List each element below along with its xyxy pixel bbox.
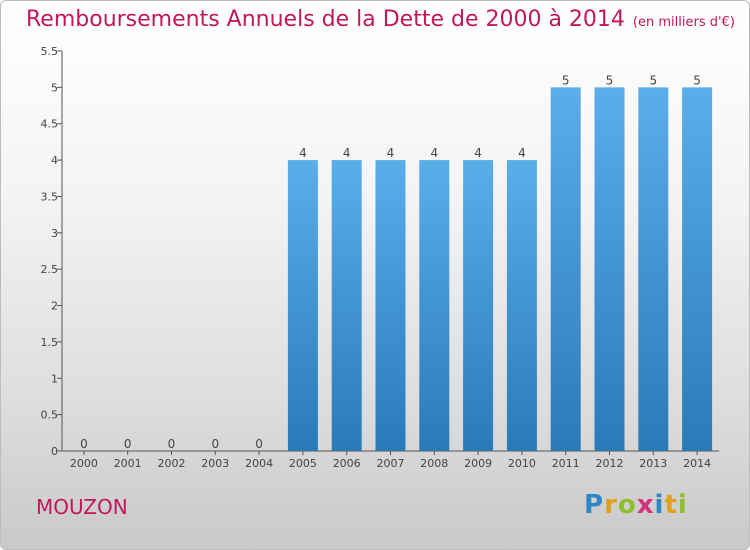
data-label: 4 — [299, 146, 307, 160]
y-tick-label: 0.5 — [41, 409, 59, 422]
data-label: 4 — [430, 146, 438, 160]
x-tick-label: 2008 — [420, 457, 448, 470]
y-tick-label: 3.5 — [41, 190, 59, 203]
x-tick-label: 2007 — [377, 457, 405, 470]
data-label: 5 — [649, 73, 657, 87]
x-tick-label: 2002 — [158, 457, 186, 470]
bars — [287, 87, 713, 451]
x-tick-label: 2009 — [464, 457, 492, 470]
x-tick-label: 2011 — [552, 457, 580, 470]
bar — [463, 160, 494, 451]
x-tick-label: 2013 — [639, 457, 667, 470]
bar — [375, 160, 406, 451]
y-tick-label: 0 — [51, 445, 58, 458]
chart-title-text: Remboursements Annuels de la Dette de 20… — [26, 7, 625, 32]
bar — [419, 160, 450, 451]
y-tick-label: 5 — [51, 81, 58, 94]
x-tick-label: 2006 — [333, 457, 361, 470]
y-tick-label: 2.5 — [41, 263, 59, 276]
axes: 0 0.5 1 1.5 2 2.5 3 3.5 4 4.5 5 5.5 — [41, 45, 719, 458]
y-tick-label: 2 — [51, 300, 58, 313]
y-tick-label: 5.5 — [41, 45, 59, 58]
data-label: 4 — [387, 146, 395, 160]
proxiti-logo: Proxiti — [584, 490, 688, 520]
bar — [550, 87, 581, 451]
y-tick-label: 1.5 — [41, 336, 59, 349]
data-label: 0 — [124, 437, 132, 451]
bar — [287, 160, 318, 451]
y-tick-label: 1 — [51, 372, 58, 385]
data-label: 5 — [693, 73, 701, 87]
labels: 2000 0 2001 0 2002 0 2003 0 2004 0 2005 4 2006 4 2007 4… — [70, 73, 711, 470]
chart-unit: (en milliers d'€) — [632, 15, 735, 30]
x-tick-label: 2001 — [114, 457, 142, 470]
bar — [682, 87, 713, 451]
x-tick-label: 2000 — [70, 457, 98, 470]
x-tick-label: 2012 — [596, 457, 624, 470]
data-label: 0 — [80, 437, 88, 451]
chart-title: Remboursements Annuels de la Dette de 20… — [26, 7, 735, 32]
data-label: 4 — [474, 146, 482, 160]
bar — [331, 160, 362, 451]
x-tick-label: 2003 — [201, 457, 229, 470]
bar — [594, 87, 625, 451]
x-tick-label: 2005 — [289, 457, 317, 470]
y-tick-label: 4 — [51, 154, 58, 167]
y-tick-label: 3 — [51, 227, 58, 240]
data-label: 0 — [168, 437, 176, 451]
bar — [638, 87, 669, 451]
data-label: 5 — [606, 73, 614, 87]
data-label: 0 — [255, 437, 263, 451]
x-tick-label: 2010 — [508, 457, 536, 470]
data-label: 4 — [518, 146, 526, 160]
data-label: 0 — [211, 437, 219, 451]
data-label: 4 — [343, 146, 351, 160]
bar — [506, 160, 537, 451]
commune-name: MOUZON — [36, 495, 128, 519]
y-tick-label: 4.5 — [41, 118, 59, 131]
x-tick-label: 2004 — [245, 457, 273, 470]
x-tick-label: 2014 — [683, 457, 711, 470]
data-label: 5 — [562, 73, 570, 87]
